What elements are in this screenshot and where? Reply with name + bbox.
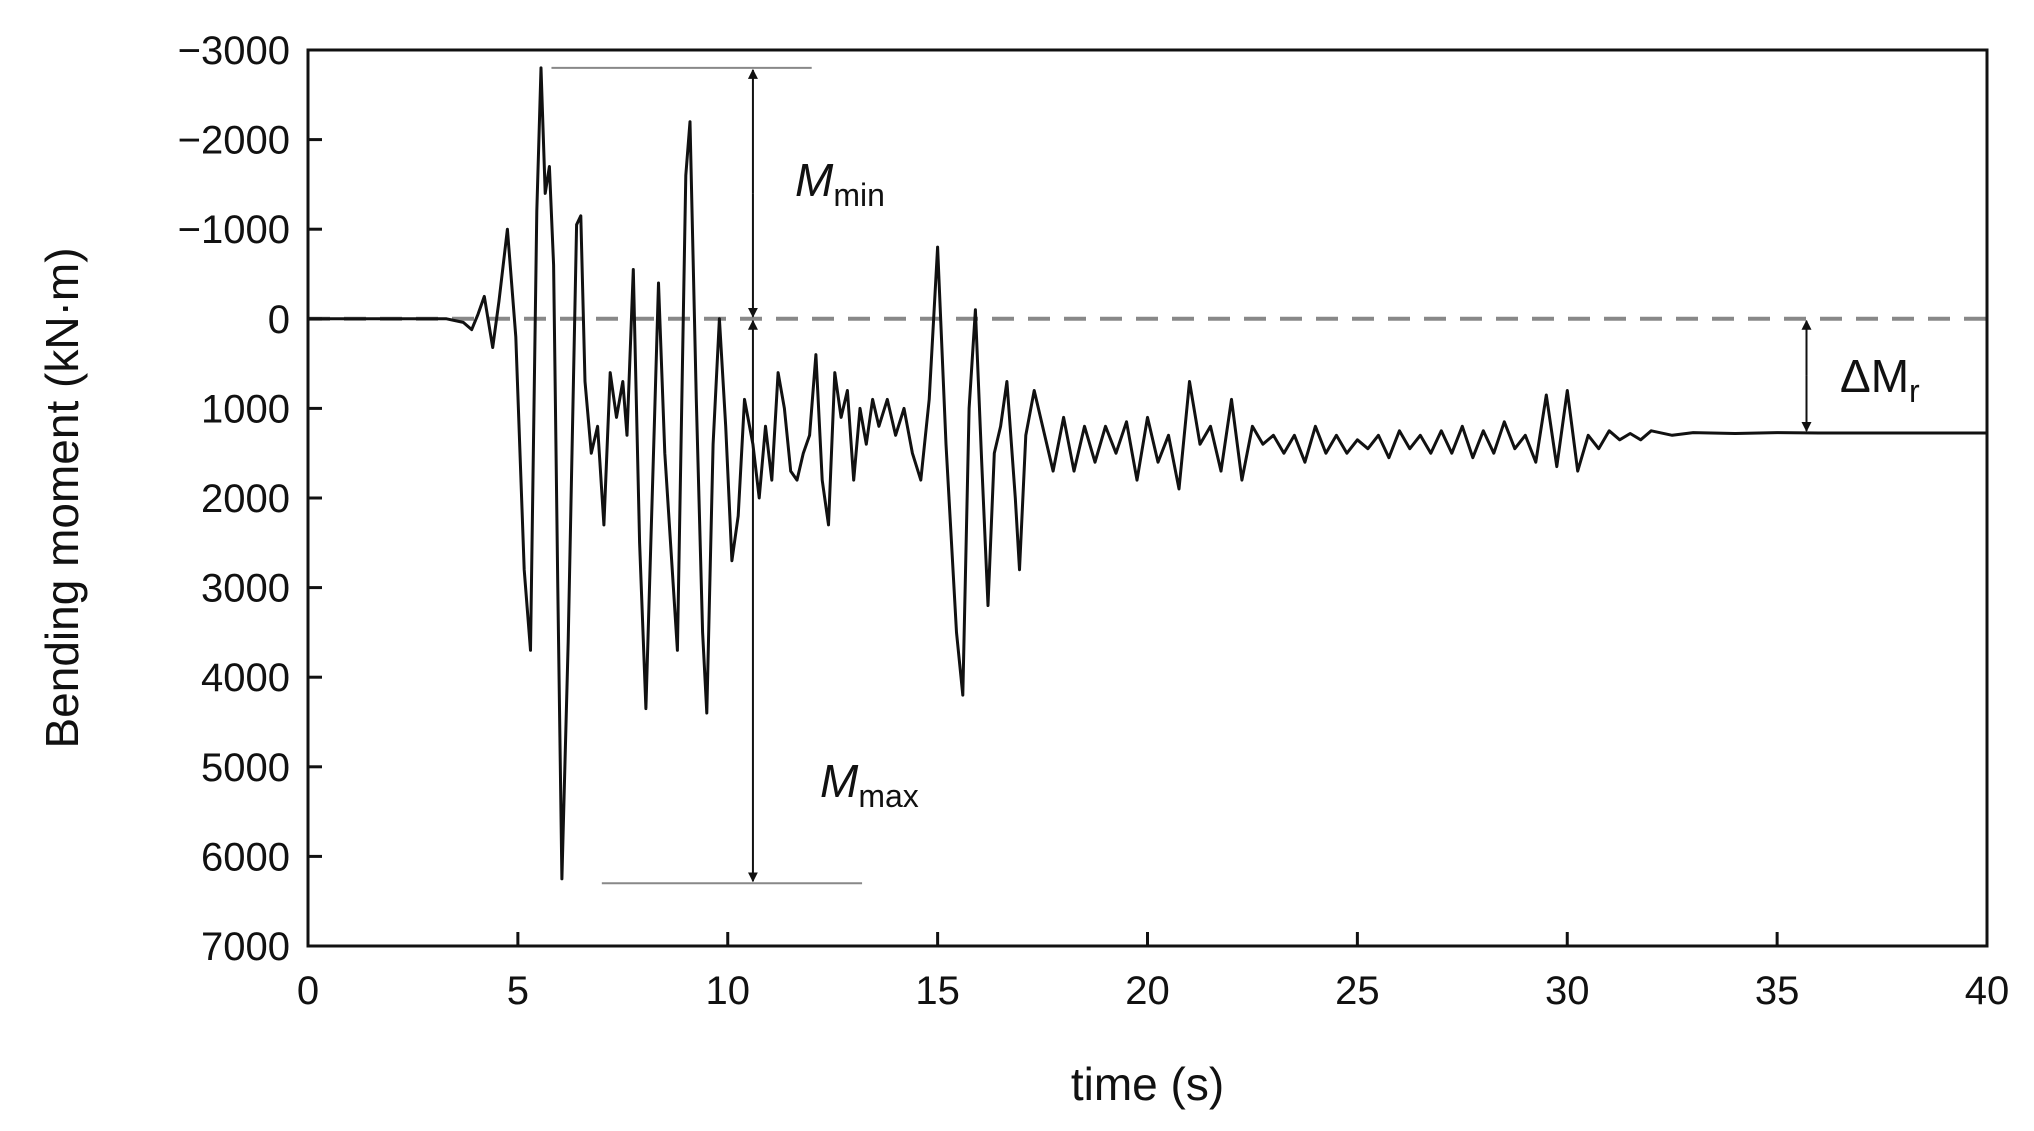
y-tick-label: 1000	[201, 387, 290, 431]
y-tick-label: 5000	[201, 746, 290, 790]
y-tick-label: −1000	[178, 208, 290, 252]
x-tick-label: 35	[1755, 969, 1800, 1013]
y-tick-label: 7000	[201, 925, 290, 969]
annotation-group	[551, 66, 1812, 885]
m-min-main: M	[795, 154, 834, 206]
y-tick-label: 2000	[201, 477, 290, 521]
y-axis-title: Bending moment (kN·m)	[36, 247, 88, 748]
m-max-main: M	[820, 755, 859, 807]
m-min-label: Mmin	[795, 154, 885, 213]
delta-m-r-label: ΔMr	[1840, 350, 1920, 409]
y-tick-label: 3000	[201, 567, 290, 611]
x-tick-label: 0	[297, 969, 319, 1013]
x-tick-label: 40	[1965, 969, 2010, 1013]
bending-moment-series-line	[308, 66, 1987, 881]
x-tick-label: 10	[706, 969, 751, 1013]
delta-m-r-subscript: r	[1909, 373, 1920, 409]
x-tick-label: 15	[915, 969, 960, 1013]
y-tick-label: −3000	[178, 29, 290, 73]
y-tick-label: 0	[268, 298, 290, 342]
m-min-subscript: min	[833, 177, 885, 213]
x-tick-label: 25	[1335, 969, 1380, 1013]
x-tick-label: 5	[507, 969, 529, 1013]
m-max-label: Mmax	[820, 755, 919, 814]
x-axis-title: time (s)	[1071, 1058, 1224, 1110]
x-tick-label: 20	[1125, 969, 1170, 1013]
delta-m-r-main: ΔM	[1840, 350, 1909, 402]
m-max-subscript: max	[858, 778, 918, 814]
x-tick-label: 30	[1545, 969, 1590, 1013]
y-tick-label: 4000	[201, 656, 290, 700]
y-axis-ticks: −3000 −2000 −1000 0 1000 2000 3000 4000 5000 6000…	[178, 29, 322, 969]
y-tick-label: 6000	[201, 835, 290, 879]
y-tick-label: −2000	[178, 119, 290, 163]
x-axis-ticks: 0 5 10 15 20 25 30 35 40	[297, 932, 2009, 1013]
